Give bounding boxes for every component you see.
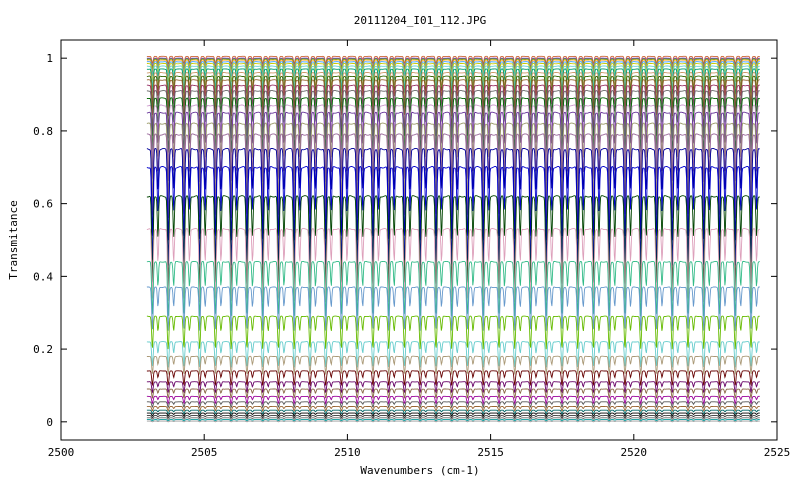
series-line-24 — [146, 315, 760, 350]
series-line-31 — [146, 401, 760, 409]
series-line-36 — [146, 417, 760, 420]
series-line-37 — [146, 419, 760, 422]
series-layer — [146, 55, 760, 423]
series-line-28 — [146, 381, 760, 394]
x-tick-label-0: 2500 — [48, 446, 75, 459]
series-line-25 — [146, 341, 760, 368]
x-axis-label: Wavenumbers (cm-1) — [360, 464, 479, 477]
x-tick-label-2: 2510 — [334, 446, 361, 459]
series-line-35 — [146, 415, 760, 419]
series-line-29 — [146, 388, 760, 399]
y-axis-label: Transmitance — [7, 200, 20, 279]
y-tick-label-2: 0.4 — [33, 270, 53, 283]
series-line-21 — [146, 228, 760, 303]
y-tick-label-0: 0 — [46, 416, 53, 429]
series-line-27 — [146, 370, 760, 387]
series-line-33 — [146, 409, 760, 415]
series-line-19 — [146, 166, 760, 266]
x-axis-ticks: 2500 2505 2510 2515 2520 2525 — [48, 40, 791, 459]
series-line-34 — [146, 412, 760, 417]
x-tick-label-1: 2505 — [191, 446, 218, 459]
plot-frame — [60, 39, 778, 441]
x-tick-label-5: 2525 — [764, 446, 791, 459]
series-line-0 — [146, 55, 760, 66]
series-line-22 — [146, 260, 760, 317]
x-tick-label-4: 2520 — [621, 446, 648, 459]
chart-title: 20111204_I01_112.JPG — [354, 14, 486, 27]
x-tick-label-3: 2515 — [477, 446, 504, 459]
series-line-32 — [146, 406, 760, 412]
series-line-20 — [146, 195, 760, 288]
y-tick-label-5: 1 — [46, 52, 53, 65]
y-tick-label-4: 0.8 — [33, 125, 53, 138]
series-line-18 — [146, 147, 760, 241]
y-tick-label-3: 0.6 — [33, 198, 53, 211]
y-axis-ticks: 0 0.2 0.4 0.6 0.8 1 — [33, 52, 777, 429]
series-line-38 — [146, 420, 760, 423]
series-line-23 — [146, 286, 760, 331]
series-line-26 — [146, 355, 760, 376]
series-line-30 — [146, 395, 760, 406]
y-tick-label-1: 0.2 — [33, 343, 53, 356]
